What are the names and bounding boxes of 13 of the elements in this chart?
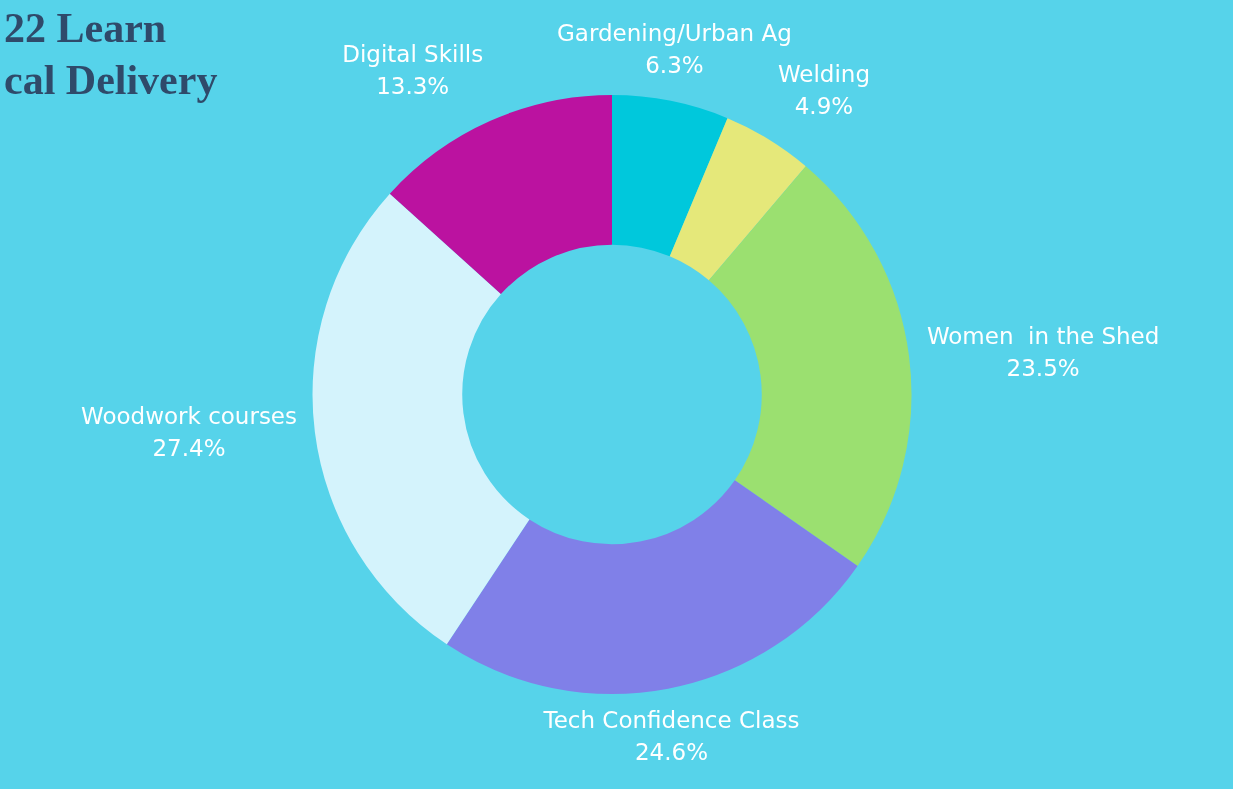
data-label: 13.3% (376, 73, 450, 100)
slice-label: Woodwork courses (81, 403, 298, 430)
data-label: 24.6% (634, 739, 709, 766)
slice-label: Welding (777, 60, 870, 87)
data-label: 27.4% (152, 435, 226, 462)
slice-label: Gardening/Urban Ag (557, 20, 792, 47)
slice-label: Women in the Shed (926, 322, 1160, 349)
data-label: 6.3% (645, 52, 704, 79)
chart-title: 22 Learn cal Delivery (4, 4, 218, 105)
data-label: 23.5% (1006, 354, 1080, 381)
slice-label: Tech Confidence Class (542, 707, 800, 734)
slice-label: Digital Skills (342, 41, 484, 68)
data-label: 4.9% (794, 92, 854, 119)
